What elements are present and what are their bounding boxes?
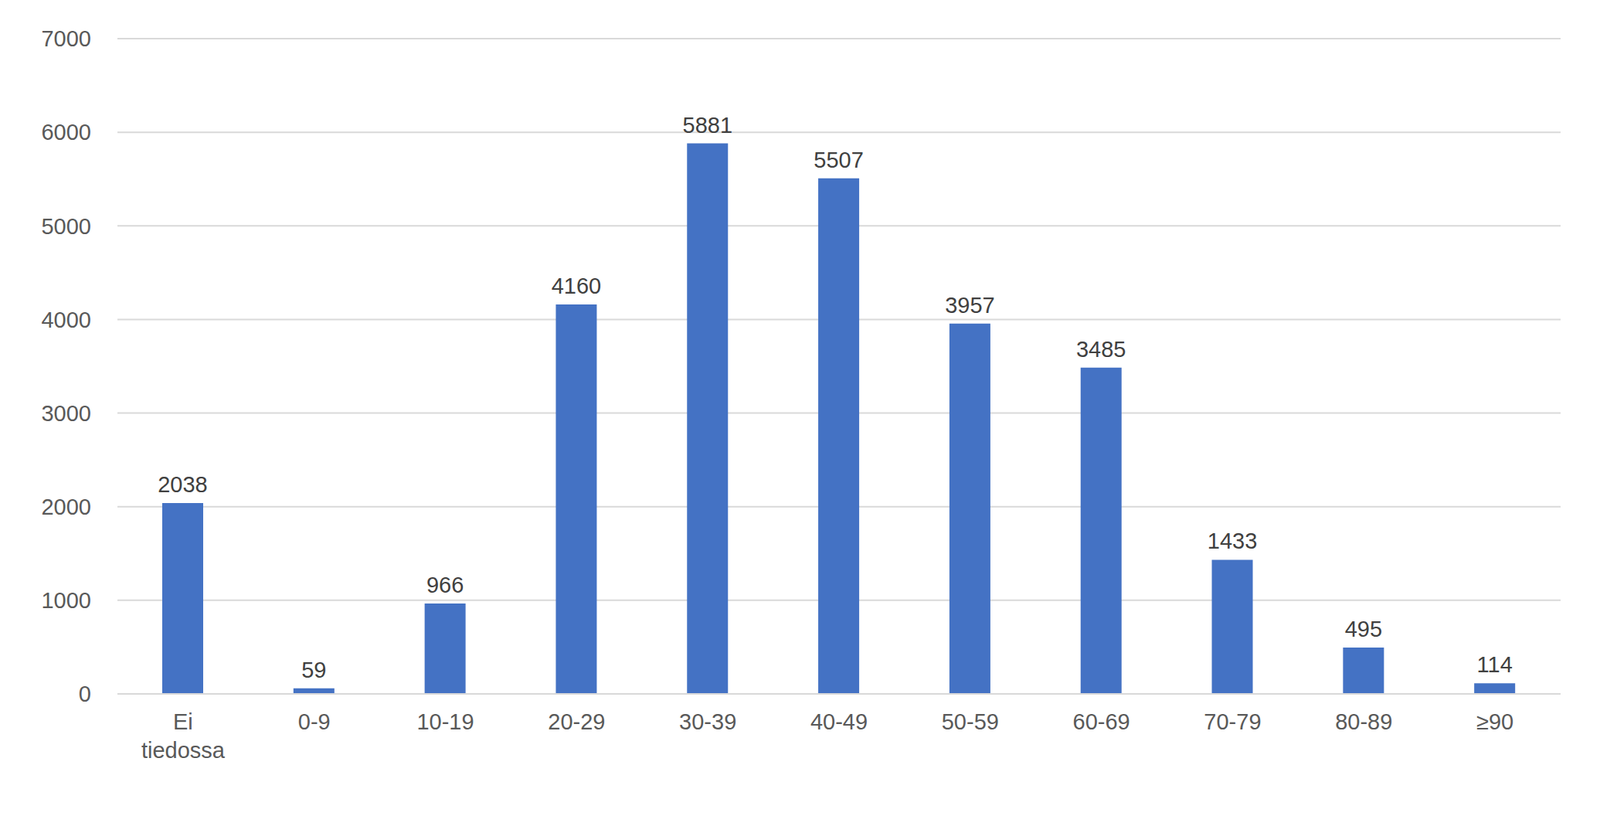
svg-text:4160: 4160 [551, 273, 602, 299]
svg-text:1433: 1433 [1207, 528, 1258, 554]
svg-text:3957: 3957 [944, 292, 996, 318]
svg-text:7000: 7000 [40, 26, 92, 51]
svg-text:2000: 2000 [40, 494, 92, 520]
svg-text:2038: 2038 [157, 472, 208, 497]
svg-text:70-79: 70-79 [1203, 709, 1261, 734]
svg-text:Eitiedossa: Eitiedossa [141, 709, 226, 763]
svg-text:59: 59 [301, 657, 327, 683]
svg-text:0: 0 [78, 681, 92, 707]
svg-text:3485: 3485 [1076, 336, 1127, 362]
svg-text:5881: 5881 [682, 112, 734, 138]
svg-text:495: 495 [1345, 616, 1383, 642]
svg-text:5000: 5000 [40, 214, 92, 239]
svg-text:114: 114 [1477, 652, 1513, 677]
svg-text:≥90: ≥90 [1476, 709, 1514, 734]
svg-text:966: 966 [426, 572, 464, 598]
svg-text:30-39: 30-39 [679, 709, 737, 734]
svg-text:5507: 5507 [813, 147, 864, 173]
svg-text:50-59: 50-59 [941, 709, 999, 734]
svg-text:4000: 4000 [40, 307, 92, 333]
svg-text:80-89: 80-89 [1335, 709, 1393, 734]
svg-text:10-19: 10-19 [416, 709, 474, 734]
svg-text:1000: 1000 [40, 587, 92, 613]
svg-text:40-49: 40-49 [810, 709, 868, 734]
svg-text:6000: 6000 [40, 119, 92, 145]
svg-text:60-69: 60-69 [1073, 709, 1131, 734]
svg-text:0-9: 0-9 [298, 709, 331, 734]
svg-text:20-29: 20-29 [547, 709, 605, 734]
svg-text:3000: 3000 [40, 400, 92, 426]
